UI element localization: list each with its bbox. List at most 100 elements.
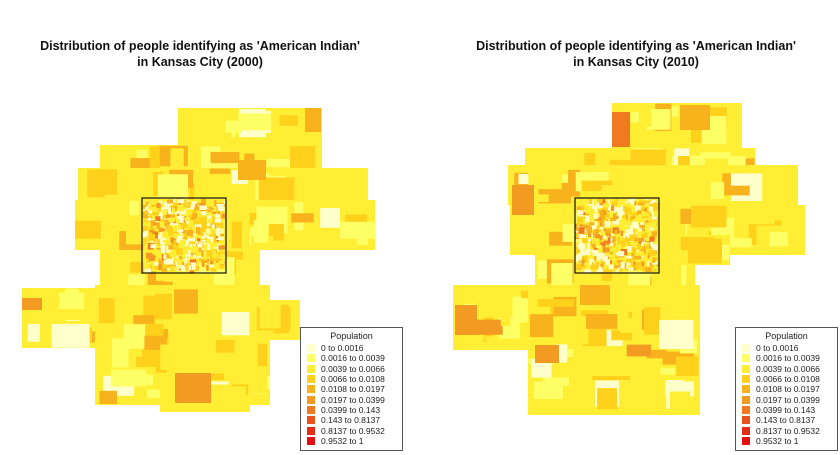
census-tract xyxy=(345,214,367,225)
census-tract xyxy=(606,206,611,211)
census-tract xyxy=(537,299,575,307)
census-tract xyxy=(595,261,599,268)
legend-swatch xyxy=(307,385,315,394)
census-tract xyxy=(646,349,667,359)
census-tract xyxy=(149,230,156,233)
legend-2010: Population 0 to 0.0016 0.0016 to 0.0039 0.… xyxy=(735,327,838,451)
census-tract xyxy=(206,229,210,234)
census-tract xyxy=(670,391,691,412)
census-tract xyxy=(209,232,214,236)
census-tract xyxy=(164,203,169,209)
census-tract xyxy=(651,200,656,204)
census-tract xyxy=(581,231,589,239)
census-tract xyxy=(148,268,152,273)
census-tract xyxy=(591,244,596,248)
census-tract xyxy=(595,238,600,246)
census-tract xyxy=(144,268,150,273)
census-tract xyxy=(637,269,643,272)
census-tract xyxy=(651,220,657,227)
census-tract xyxy=(588,233,592,237)
census-tract xyxy=(602,247,610,253)
census-tract xyxy=(213,258,216,265)
census-tract xyxy=(605,241,608,246)
census-tract xyxy=(206,223,211,227)
census-tract xyxy=(173,202,181,209)
legend-label: 0.8137 to 0.9532 xyxy=(756,425,820,436)
census-tract xyxy=(146,228,149,233)
census-tract xyxy=(630,149,666,169)
census-tract xyxy=(631,262,634,268)
census-tract xyxy=(614,248,618,255)
census-tract xyxy=(192,212,198,216)
census-tract xyxy=(645,245,653,250)
census-tract xyxy=(153,222,159,226)
census-tract xyxy=(161,268,168,272)
census-tract xyxy=(645,180,682,200)
census-tract xyxy=(597,198,602,203)
census-tract xyxy=(162,231,169,238)
census-tract xyxy=(676,356,699,376)
census-tract xyxy=(196,238,201,242)
census-tract xyxy=(650,258,656,263)
census-tract xyxy=(220,253,225,258)
census-tract xyxy=(639,367,659,377)
census-tract xyxy=(607,237,611,244)
census-tract xyxy=(189,259,197,265)
census-tract xyxy=(632,221,638,229)
legend-rows: 0 to 0.0016 0.0016 to 0.0039 0.0039 to 0.0… xyxy=(301,343,402,446)
census-tract xyxy=(637,227,641,235)
legend-item: 0.0399 to 0.143 xyxy=(736,405,837,415)
census-tract xyxy=(199,203,205,206)
census-tract xyxy=(215,229,220,234)
census-tract xyxy=(175,248,183,255)
census-tract xyxy=(597,213,600,219)
census-tract xyxy=(621,209,625,215)
census-tract xyxy=(609,237,613,242)
census-tract xyxy=(490,290,507,298)
census-tract xyxy=(688,238,722,264)
census-tract xyxy=(173,239,176,246)
census-tract xyxy=(214,218,221,223)
census-tract xyxy=(628,230,634,237)
census-tract xyxy=(193,219,198,225)
census-tract xyxy=(147,222,151,229)
census-tract xyxy=(189,243,193,248)
downtown-inset-frame xyxy=(574,197,660,274)
census-tract xyxy=(633,261,636,267)
census-tract xyxy=(192,214,198,219)
census-tract xyxy=(528,172,562,190)
census-tract xyxy=(585,218,588,226)
census-tract xyxy=(643,248,647,254)
census-tract xyxy=(615,255,618,260)
census-tract xyxy=(215,262,222,270)
census-tract xyxy=(51,323,90,348)
census-tract xyxy=(585,222,589,226)
census-tract xyxy=(174,289,198,314)
census-tract xyxy=(579,239,583,246)
census-tract xyxy=(620,241,625,248)
census-tract xyxy=(172,207,175,214)
census-tract xyxy=(163,254,167,259)
census-tract xyxy=(176,219,181,224)
census-tract xyxy=(157,269,163,273)
census-tract xyxy=(253,220,269,243)
legend-item: 0.143 to 0.8137 xyxy=(736,415,837,425)
census-tract xyxy=(183,223,187,227)
census-tract xyxy=(607,199,610,205)
census-tract xyxy=(187,249,191,257)
census-tract xyxy=(160,245,165,252)
census-tract xyxy=(203,244,210,251)
census-tract xyxy=(259,303,281,329)
census-tract xyxy=(612,112,630,147)
census-tract xyxy=(678,156,690,171)
census-tract xyxy=(598,229,603,233)
census-tract xyxy=(596,217,602,221)
census-tract xyxy=(200,198,206,206)
census-tract xyxy=(645,218,649,223)
census-tract xyxy=(207,244,215,251)
census-tract xyxy=(659,319,694,349)
census-tract xyxy=(177,214,182,218)
census-tract xyxy=(512,185,534,215)
census-tract xyxy=(500,309,511,327)
census-tract xyxy=(223,386,246,396)
